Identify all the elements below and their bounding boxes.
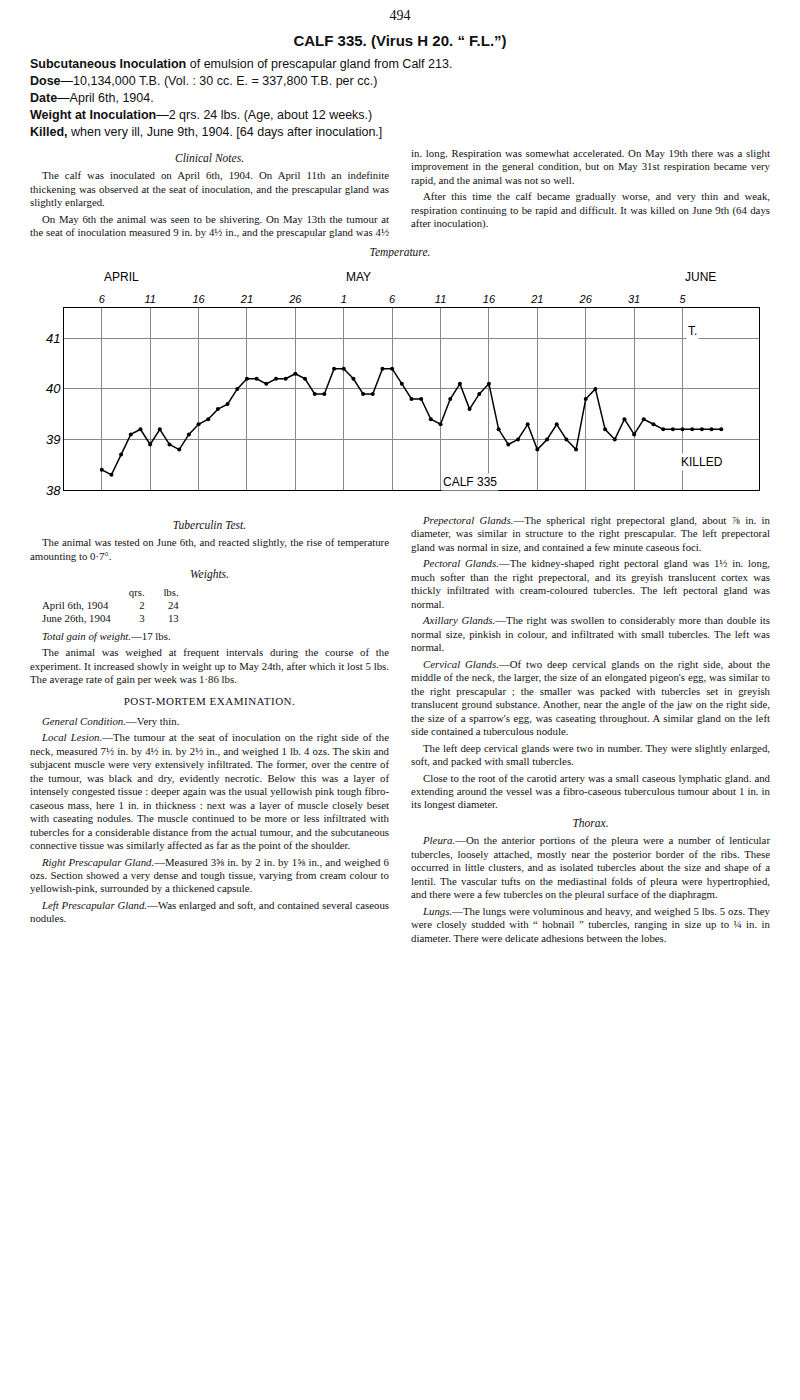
svg-text:T.: T. bbox=[688, 324, 697, 338]
svg-text:APRIL: APRIL bbox=[104, 270, 139, 284]
svg-text:16: 16 bbox=[483, 292, 496, 304]
svg-text:41: 41 bbox=[46, 331, 60, 346]
html-text:Right Prescapular Gland. —Meas: Right Prescapular Gland. —Measured 3⅝ in… bbox=[30, 855, 389, 895]
html-text:24: 24 bbox=[167, 599, 179, 611]
html-text:Left Prescapular Gland. —Was e: Left Prescapular Gland. —Was enlarged an… bbox=[30, 899, 389, 925]
svg-text:11: 11 bbox=[435, 292, 446, 304]
svg-text:6: 6 bbox=[99, 292, 106, 304]
html-text:Weight at Inoculation —2 qrs.: Weight at Inoculation —2 qrs. 24 lbs. (A… bbox=[30, 108, 373, 122]
html-text:Cervical Glands. —Of two deep: Cervical Glands. —Of two deep cervical g… bbox=[411, 657, 770, 738]
svg-text:31: 31 bbox=[628, 292, 640, 304]
html-text:lbs.: lbs. bbox=[163, 585, 179, 598]
html-text:The calf was inoculated on Apr: The calf was inoculated on April 6th, 19… bbox=[30, 169, 389, 209]
html-text:The left deep cervical glands: The left deep cervical glands were two i… bbox=[411, 741, 770, 767]
html-text:qrs.: qrs. bbox=[128, 585, 145, 598]
html-text:Local Lesion. —The tumour at t: Local Lesion. —The tumour at the seat of… bbox=[30, 731, 389, 851]
svg-text:1: 1 bbox=[341, 292, 347, 304]
html-text:3: 3 bbox=[139, 612, 145, 625]
svg-text:21: 21 bbox=[240, 292, 253, 304]
svg-text:39: 39 bbox=[46, 432, 60, 447]
html-text:Date —April 6th, 1904.: Date —April 6th, 1904. bbox=[30, 91, 154, 105]
html-text:Temperature.: Temperature. bbox=[369, 245, 431, 258]
html-text:The animal was tested on June: The animal was tested on June 6th, and r… bbox=[30, 536, 389, 562]
svg-text:CALF 335: CALF 335 bbox=[443, 475, 497, 489]
html-text:Clinical Notes.: Clinical Notes. bbox=[175, 152, 244, 164]
html-text:Total gain of weight. —17 lbs.: Total gain of weight. —17 lbs. bbox=[42, 630, 171, 642]
svg-text:JUNE: JUNE bbox=[685, 270, 716, 284]
svg-text:KILLED: KILLED bbox=[681, 455, 723, 469]
svg-text:38: 38 bbox=[46, 482, 61, 497]
html-text:April 6th, 1904: April 6th, 1904 bbox=[42, 599, 109, 611]
svg-text:6: 6 bbox=[389, 292, 396, 304]
html-text:Lungs. —The lungs were volumin: Lungs. —The lungs were voluminous and he… bbox=[411, 904, 770, 944]
svg-text:26: 26 bbox=[579, 292, 593, 304]
html-text:After this time the calf becam: After this time the calf became graduall… bbox=[411, 190, 770, 230]
html-text:On May 6th the animal was seen: On May 6th the animal was seen to be shi… bbox=[30, 147, 770, 239]
html-text:494: 494 bbox=[389, 8, 411, 23]
html-text:Close to the root of the carot: Close to the root of the carotid artery … bbox=[411, 771, 770, 811]
html-text:POST-MORTEM EXAMINATION.: POST-MORTEM EXAMINATION. bbox=[123, 694, 296, 707]
svg-text:40: 40 bbox=[46, 381, 61, 396]
html-text:June 26th, 1904: June 26th, 1904 bbox=[42, 612, 111, 625]
svg-text:MAY: MAY bbox=[346, 270, 371, 284]
svg-text:16: 16 bbox=[192, 292, 205, 304]
html-text:Subcutaneous Inoculation of em: Subcutaneous Inoculation of emulsion of … bbox=[30, 57, 453, 71]
html-text:Pleura. —On the anterior porti: Pleura. —On the anterior portions of the… bbox=[411, 834, 770, 901]
svg-text:26: 26 bbox=[288, 292, 302, 304]
html-text:Weights.: Weights. bbox=[190, 568, 229, 581]
html-text:2: 2 bbox=[139, 599, 145, 611]
html-text:Killed, when very ill, June 9t: Killed, when very ill, June 9th, 1904. [… bbox=[30, 125, 383, 139]
svg-text:21: 21 bbox=[530, 292, 543, 304]
svg-text:11: 11 bbox=[144, 292, 155, 304]
html-text:General Condition. —Very thin.: General Condition. —Very thin. bbox=[42, 714, 180, 727]
html-text:Dose —10,134,000 T.B. (Vol. :: Dose —10,134,000 T.B. (Vol. : 30 cc. E. … bbox=[30, 74, 378, 88]
html-text:CALF 335. (Virus H 20. “ F.L.”: CALF 335. (Virus H 20. “ F.L.”) bbox=[293, 32, 507, 49]
svg-text:5: 5 bbox=[679, 292, 686, 304]
html-text:13: 13 bbox=[167, 612, 179, 625]
html-text:Axillary Glands. —The right wa: Axillary Glands. —The right was swollen … bbox=[411, 614, 770, 654]
html-text:Tuberculin Test.: Tuberculin Test. bbox=[172, 518, 247, 531]
html-text:Pectoral Glands. —The kidney-s: Pectoral Glands. —The kidney-shaped righ… bbox=[411, 557, 770, 610]
html-text:Thorax.: Thorax. bbox=[572, 817, 609, 829]
html-text:The animal was weighed at freq: The animal was weighed at frequent inter… bbox=[30, 646, 389, 686]
html-text:Prepectoral Glands. —The spher: Prepectoral Glands. —The spherical right… bbox=[411, 513, 770, 553]
